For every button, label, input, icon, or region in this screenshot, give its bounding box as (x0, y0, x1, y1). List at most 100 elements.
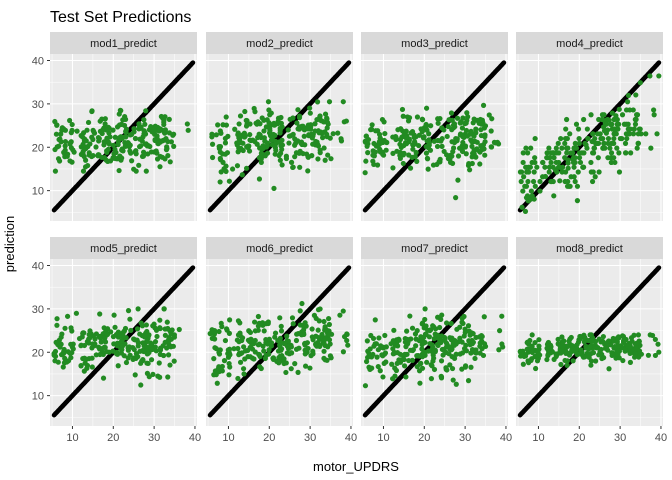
prediction-point (632, 351, 639, 357)
prediction-point (419, 365, 426, 371)
prediction-point (344, 337, 350, 344)
facet-strip-label: mod4_predict (556, 38, 623, 50)
prediction-point (412, 153, 418, 160)
prediction-point (562, 140, 568, 146)
prediction-point (474, 139, 480, 145)
prediction-point (435, 120, 441, 126)
prediction-point (430, 350, 436, 356)
prediction-point (143, 108, 149, 114)
prediction-point (371, 153, 377, 159)
prediction-point (377, 368, 383, 374)
prediction-point (431, 336, 437, 342)
prediction-point (656, 349, 662, 355)
prediction-point (231, 346, 237, 352)
prediction-point (296, 345, 302, 351)
prediction-point (104, 136, 110, 142)
prediction-point (84, 127, 90, 133)
prediction-point (563, 126, 569, 132)
x-tick-label: 30 (148, 432, 160, 444)
prediction-point (212, 336, 218, 342)
prediction-point (151, 149, 157, 155)
prediction-point (116, 167, 122, 174)
prediction-point (164, 345, 170, 351)
prediction-point (611, 135, 617, 142)
prediction-point (123, 359, 130, 366)
prediction-point (288, 159, 295, 165)
prediction-point (555, 336, 561, 342)
prediction-point (460, 139, 466, 146)
facet-panel-mod4_predict: mod4_predict (516, 32, 663, 221)
prediction-point (252, 328, 259, 334)
prediction-point (450, 377, 456, 383)
prediction-point (270, 356, 277, 363)
prediction-point (525, 360, 532, 366)
prediction-point (471, 148, 478, 154)
prediction-point (140, 347, 146, 353)
prediction-point (636, 348, 643, 354)
prediction-point (533, 365, 539, 372)
prediction-point (605, 135, 612, 142)
prediction-point (461, 333, 467, 339)
x-tick-label: 10 (222, 432, 234, 444)
prediction-point (620, 357, 626, 364)
prediction-point (69, 127, 75, 133)
prediction-point (143, 168, 149, 174)
prediction-point (380, 374, 386, 380)
prediction-point (391, 349, 397, 355)
prediction-point (423, 123, 429, 129)
prediction-point (58, 139, 64, 145)
prediction-point (431, 366, 438, 373)
prediction-point (164, 319, 170, 325)
prediction-point (52, 146, 58, 153)
prediction-point (293, 140, 299, 146)
prediction-point (309, 326, 315, 332)
prediction-point (315, 143, 322, 149)
prediction-point (381, 360, 387, 366)
prediction-point (79, 134, 86, 140)
prediction-point (489, 116, 495, 122)
prediction-point (277, 353, 283, 359)
prediction-point (214, 380, 220, 386)
prediction-point (418, 360, 424, 366)
prediction-point (234, 163, 241, 169)
prediction-point (572, 178, 578, 185)
prediction-point (299, 141, 305, 147)
prediction-point (409, 129, 416, 135)
prediction-point (226, 178, 232, 184)
prediction-point (584, 126, 590, 132)
prediction-point (519, 351, 526, 358)
prediction-point (236, 350, 243, 356)
prediction-point (380, 353, 386, 359)
y-tick-label: 30 (32, 99, 44, 111)
x-tick-label: 20 (263, 432, 275, 444)
prediction-point (138, 124, 144, 130)
prediction-point (575, 169, 581, 175)
prediction-point (133, 168, 139, 174)
prediction-point (315, 156, 321, 162)
prediction-point (97, 345, 104, 352)
prediction-point (532, 339, 538, 346)
prediction-point (593, 358, 599, 364)
prediction-point (125, 308, 132, 314)
prediction-point (412, 331, 419, 337)
prediction-point (216, 349, 222, 355)
prediction-point (102, 344, 108, 351)
prediction-point (304, 340, 311, 346)
prediction-point (436, 159, 442, 165)
prediction-point (443, 320, 450, 326)
prediction-point (544, 150, 550, 156)
prediction-point (478, 132, 485, 139)
prediction-point (154, 333, 160, 340)
prediction-point (633, 345, 639, 351)
prediction-point (453, 381, 459, 387)
prediction-point (310, 337, 316, 343)
prediction-point (430, 162, 437, 168)
prediction-point (363, 358, 370, 365)
prediction-point (459, 350, 466, 356)
prediction-point (272, 151, 278, 157)
prediction-point (616, 343, 622, 349)
prediction-point (544, 155, 550, 161)
prediction-point (297, 164, 303, 170)
prediction-point (407, 165, 414, 171)
prediction-point (616, 169, 623, 175)
